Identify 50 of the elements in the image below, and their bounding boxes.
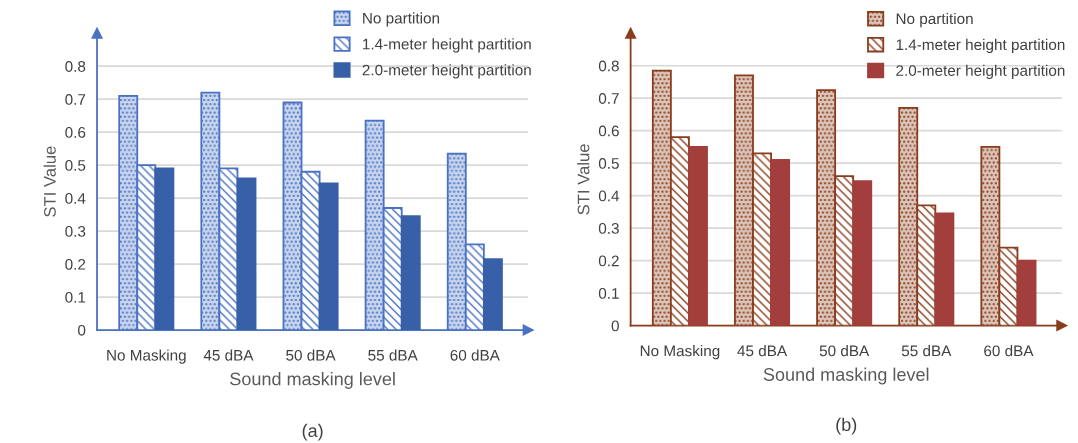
x-axis-title: Sound masking level [763, 367, 929, 385]
y-tick-label: 0.5 [65, 160, 86, 171]
x-tick-label: 45 dBA [203, 349, 254, 361]
y-tick-label: 0.7 [598, 93, 619, 104]
bar [1016, 259, 1037, 326]
x-tick-label: 50 dBA [819, 345, 870, 357]
bar [852, 180, 873, 326]
legend-label: 2.0-meter height partition [896, 64, 1065, 79]
y-tick-label: 0.6 [598, 125, 619, 137]
y-tick-label: 0.8 [598, 60, 619, 72]
x-tick-label: 45 dBA [737, 345, 788, 357]
legend-label: No partition [896, 12, 973, 28]
y-tick-label: 0.2 [65, 258, 86, 270]
y-axis-title: STI Value [43, 146, 56, 217]
y-tick-label: 0.4 [65, 192, 86, 204]
x-tick-label: 50 dBA [286, 349, 336, 361]
bar [688, 146, 708, 326]
y-tick-label: 0 [611, 320, 619, 332]
x-axis-title: Sound masking level [230, 372, 395, 389]
y-tick-label: 0.3 [65, 225, 86, 237]
y-tick-label: 0.5 [598, 158, 619, 169]
x-tick-label: No Masking [640, 345, 720, 360]
x-tick-label: 60 dBA [450, 349, 500, 361]
bar [154, 167, 175, 331]
bar [770, 159, 791, 326]
legend-label: 1.4-meter height partition [896, 38, 1065, 54]
y-axis-title: STI Value [577, 144, 590, 215]
bar [482, 258, 503, 331]
y-tick-label: 0.4 [598, 190, 620, 202]
y-tick-label: 0.1 [598, 287, 619, 299]
legend-label: 2.0-meter height partition [362, 64, 531, 79]
x-tick-label: No Masking [107, 349, 186, 364]
x-tick-label: 55 dBA [368, 349, 418, 361]
y-tick-label: 0.8 [65, 61, 86, 72]
y-tick-label: 0.6 [65, 127, 86, 138]
y-tick-label: 0.7 [65, 94, 86, 105]
bar [400, 215, 421, 331]
text: (b) [836, 417, 857, 435]
bar [318, 182, 339, 331]
text: (a) [302, 423, 323, 441]
y-tick-label: 0 [78, 324, 86, 336]
y-tick-label: 0.3 [598, 223, 619, 234]
y-tick-label: 0.1 [65, 291, 86, 303]
x-tick-label: 60 dBA [984, 345, 1034, 357]
legend-label: 1.4-meter height partition [363, 38, 531, 53]
y-tick-label: 0.2 [598, 255, 619, 267]
bar [236, 177, 257, 331]
legend-label: No partition [363, 12, 440, 27]
bar [934, 212, 955, 326]
x-tick-label: 55 dBA [901, 345, 952, 357]
